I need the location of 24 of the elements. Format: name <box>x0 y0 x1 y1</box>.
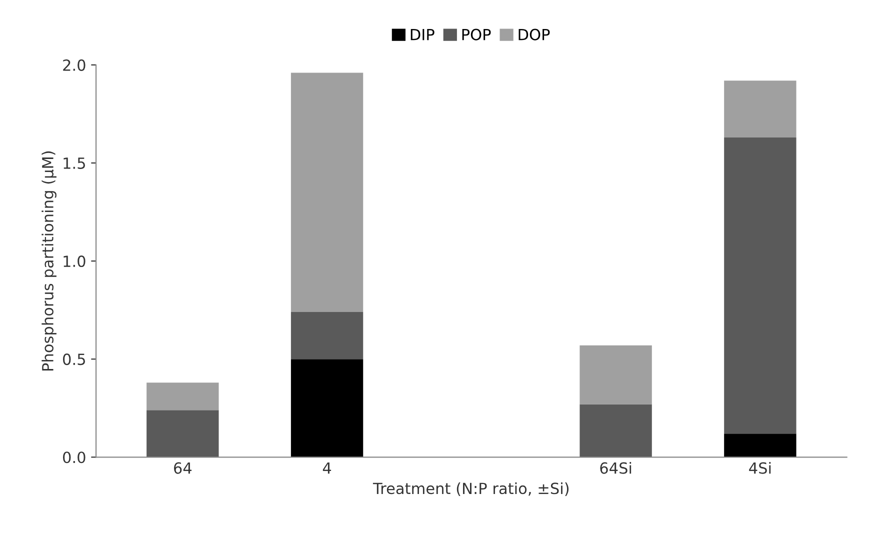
bar <box>580 404 652 458</box>
bar <box>724 137 796 434</box>
x-tick-label: 4Si <box>749 462 771 474</box>
y-tick-label: 1.5 <box>64 158 85 169</box>
bar <box>724 80 796 138</box>
y-tick-label: 0.5 <box>63 354 85 366</box>
legend-label: POP <box>462 28 491 40</box>
y-axis-title: Phosphorus partitioning (µM) <box>42 151 56 370</box>
y-tick-label: 2.0 <box>63 59 86 71</box>
legend-label: DOP <box>518 28 550 40</box>
bar <box>290 312 364 360</box>
bar <box>290 72 364 312</box>
legend-label: DIP <box>410 29 434 40</box>
bar <box>146 410 219 458</box>
x-tick-label: 4 <box>322 462 332 474</box>
x-axis-title: Treatment (N:P ratio, ±Si) <box>372 482 569 496</box>
x-tick-label: 64 <box>174 462 192 474</box>
x-tick-label: 64Si <box>600 462 632 474</box>
bar <box>580 345 652 404</box>
y-tick-label: 1.0 <box>64 256 86 268</box>
bar <box>146 382 219 410</box>
y-tick-label: 0.0 <box>63 452 86 464</box>
bar <box>290 359 364 458</box>
bar <box>724 434 796 458</box>
